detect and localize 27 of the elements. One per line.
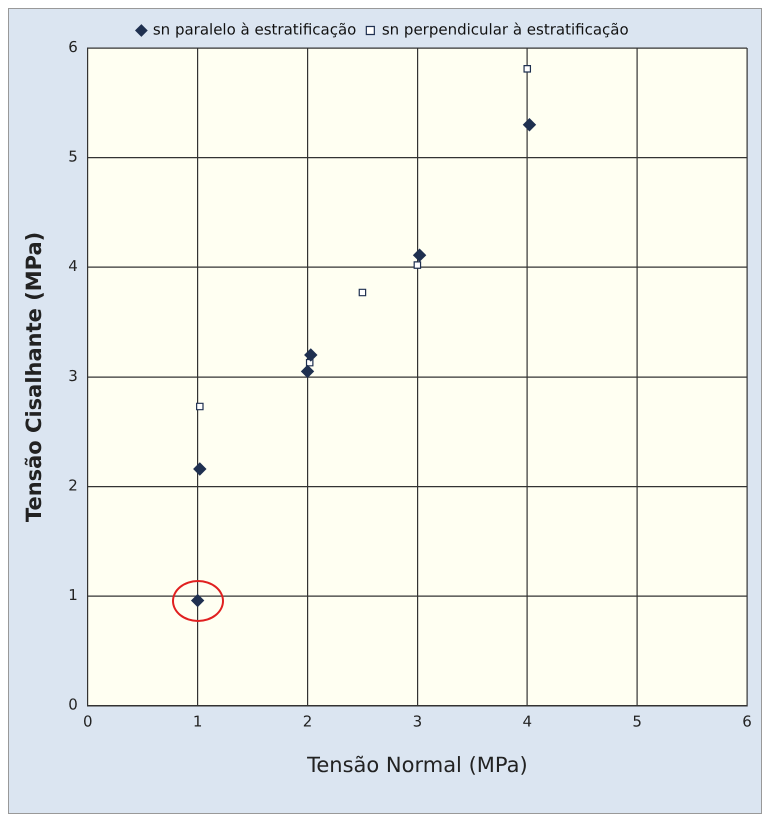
x-tick-label: 2 <box>302 712 312 731</box>
legend-label: sn perpendicular à estratificação <box>382 20 629 38</box>
point <box>196 402 204 410</box>
point <box>300 364 314 378</box>
y-tick-label: 0 <box>68 696 78 714</box>
point <box>523 65 532 73</box>
legend-label: sn paralelo à estratificação <box>152 20 356 38</box>
y-axis-title: Tensão Cisalhante (MPa) <box>22 232 46 522</box>
y-tick-label: 2 <box>68 476 78 494</box>
point <box>304 348 318 362</box>
x-axis-title: Tensão Normal (MPa) <box>306 752 528 777</box>
point <box>358 288 366 296</box>
x-tick-label: 5 <box>632 712 642 731</box>
y-tick-label: 5 <box>68 148 78 166</box>
x-tick-label: 4 <box>522 712 532 731</box>
point <box>414 261 422 269</box>
point <box>413 248 426 262</box>
x-tick-label: 0 <box>82 712 93 731</box>
x-tick-label: 6 <box>742 712 752 731</box>
x-tick-label: 1 <box>192 712 202 731</box>
point <box>193 462 206 476</box>
y-tick-label: 6 <box>68 38 78 56</box>
x-tick-label: 3 <box>412 712 422 731</box>
y-tick-label: 3 <box>68 366 78 385</box>
y-tick-label: 1 <box>68 586 78 604</box>
y-tick-label: 4 <box>68 257 78 276</box>
point <box>522 118 536 132</box>
